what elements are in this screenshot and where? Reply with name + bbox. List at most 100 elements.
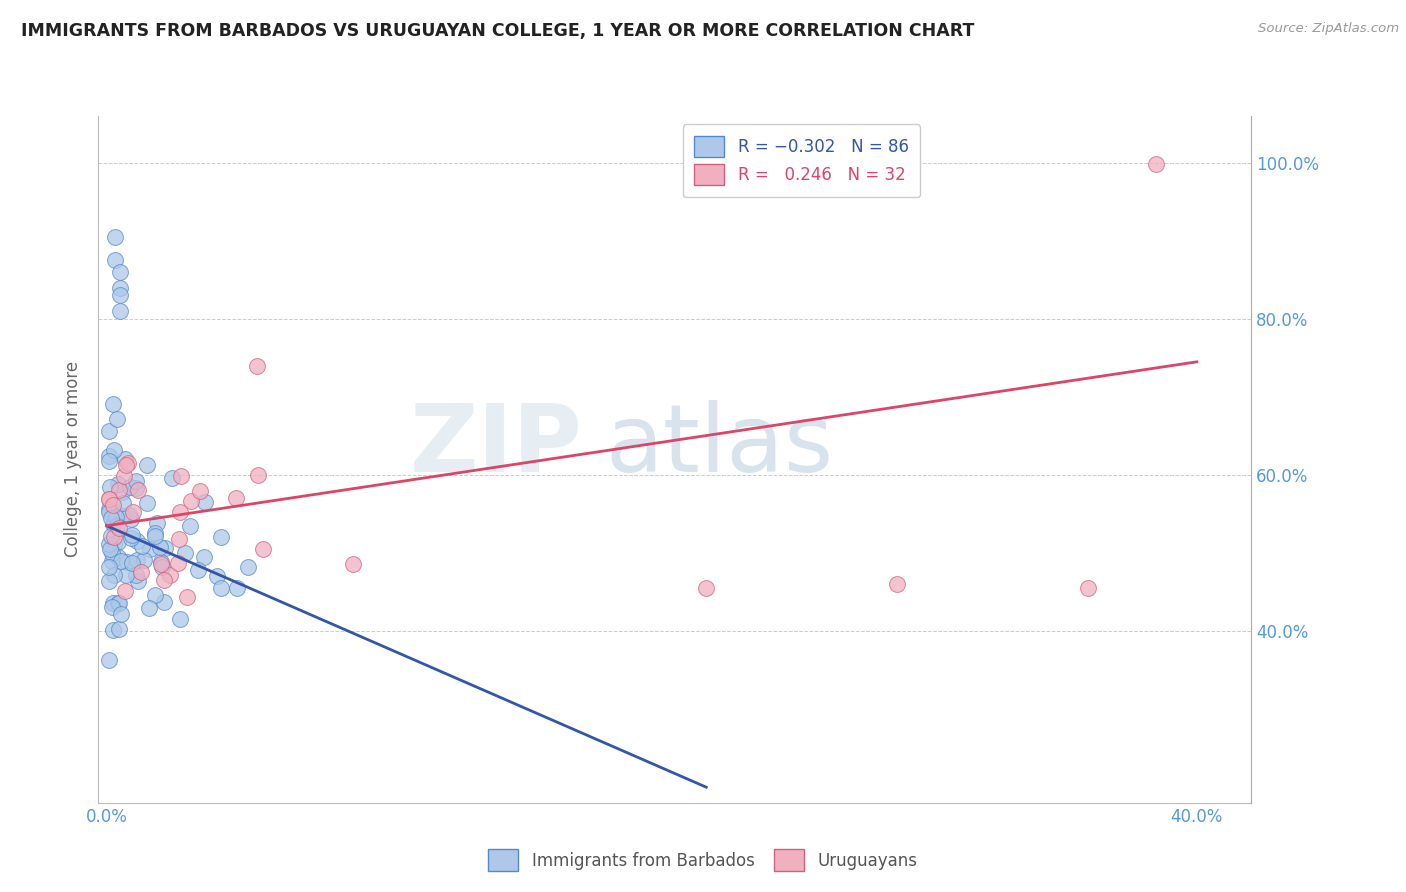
Point (98, 480, 121, 494)
Point (103, 498, 125, 512)
Point (107, 483, 129, 497)
Point (176, 590, 198, 604)
Point (98, 501, 121, 516)
Point (104, 253, 127, 268)
Point (125, 475, 148, 489)
Point (117, 457, 139, 471)
Point (225, 491, 247, 505)
Point (149, 557, 172, 571)
Point (120, 512, 142, 526)
Point (100, 511, 122, 525)
Point (187, 562, 209, 576)
Point (695, 581, 717, 595)
Point (143, 588, 166, 602)
Point (135, 458, 157, 472)
Point (103, 397, 125, 411)
Point (110, 554, 132, 568)
Point (118, 508, 141, 523)
Point (98, 653, 121, 667)
Point (110, 508, 132, 523)
Point (108, 596, 131, 610)
Point (145, 525, 167, 540)
Point (120, 480, 142, 494)
Legend: R = −0.302   N = 86, R =   0.246   N = 32: R = −0.302 N = 86, R = 0.246 N = 32 (682, 124, 920, 197)
Point (110, 281, 132, 295)
Point (149, 555, 172, 569)
Point (131, 539, 153, 553)
Point (180, 494, 202, 508)
Point (179, 518, 201, 533)
Point (112, 469, 135, 483)
Point (101, 554, 124, 568)
Text: IMMIGRANTS FROM BARBADOS VS URUGUAYAN COLLEGE, 1 YEAR OR MORE CORRELATION CHART: IMMIGRANTS FROM BARBADOS VS URUGUAYAN CO… (21, 22, 974, 40)
Point (100, 546, 122, 560)
Point (114, 584, 136, 599)
Point (169, 505, 191, 519)
Point (127, 483, 149, 498)
Point (125, 534, 148, 549)
Point (98, 453, 121, 467)
Point (98, 491, 121, 506)
Point (98, 505, 121, 519)
Point (120, 531, 142, 545)
Point (105, 510, 128, 524)
Point (122, 505, 145, 519)
Point (98, 492, 121, 507)
Point (135, 496, 157, 510)
Point (125, 482, 148, 496)
Point (103, 623, 125, 637)
Point (105, 518, 128, 533)
Point (101, 503, 124, 517)
Point (205, 569, 228, 583)
Point (209, 529, 232, 543)
Point (103, 530, 125, 544)
Point (101, 517, 124, 532)
Point (170, 468, 193, 483)
Point (252, 542, 274, 557)
Point (110, 304, 132, 318)
Point (111, 484, 134, 499)
Point (127, 552, 149, 566)
Point (105, 412, 128, 426)
Point (209, 581, 232, 595)
Point (150, 560, 173, 574)
Point (169, 612, 191, 626)
Point (134, 553, 156, 567)
Point (162, 471, 184, 485)
Point (138, 600, 160, 615)
Point (194, 495, 217, 509)
Point (193, 549, 215, 564)
Point (98, 574, 121, 588)
Point (188, 483, 211, 498)
Point (114, 452, 136, 467)
Point (121, 527, 143, 541)
Point (1077, 581, 1099, 595)
Point (143, 529, 166, 543)
Point (174, 546, 197, 560)
Point (98, 449, 121, 463)
Point (342, 558, 364, 572)
Point (1144, 157, 1167, 171)
Point (138, 542, 160, 557)
Text: ZIP: ZIP (409, 400, 582, 491)
Point (110, 265, 132, 279)
Point (114, 568, 136, 582)
Text: Source: ZipAtlas.com: Source: ZipAtlas.com (1258, 22, 1399, 36)
Point (226, 581, 249, 595)
Point (125, 567, 148, 582)
Legend: Immigrants from Barbados, Uruguayans: Immigrants from Barbados, Uruguayans (479, 841, 927, 880)
Point (98, 559, 121, 574)
Point (103, 517, 125, 532)
Point (247, 468, 270, 483)
Point (127, 574, 149, 588)
Point (103, 537, 125, 551)
Point (98, 541, 121, 556)
Point (129, 565, 152, 579)
Point (107, 596, 129, 610)
Point (100, 529, 122, 543)
Point (107, 521, 129, 535)
Point (245, 359, 267, 373)
Point (167, 557, 190, 571)
Point (149, 540, 172, 554)
Y-axis label: College, 1 year or more: College, 1 year or more (65, 361, 83, 558)
